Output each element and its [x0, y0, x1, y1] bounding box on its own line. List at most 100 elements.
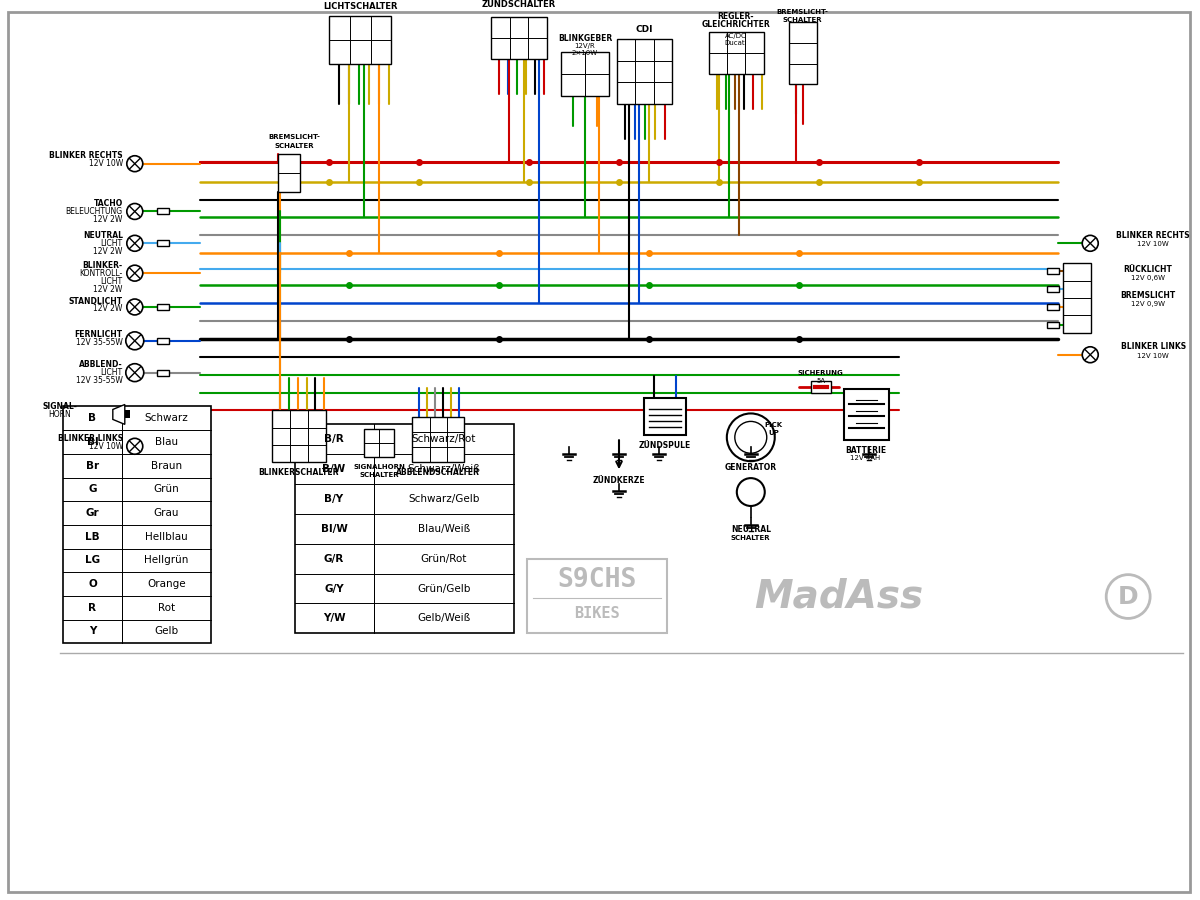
Text: Schwarz: Schwarz — [144, 413, 188, 423]
Text: Bl: Bl — [86, 437, 98, 447]
Text: G/Y: G/Y — [324, 583, 344, 594]
Bar — [1048, 304, 1060, 310]
Text: BATTERIE: BATTERIE — [845, 446, 886, 454]
Text: Grün/Gelb: Grün/Gelb — [418, 583, 470, 594]
Text: BLINKERSCHALTER: BLINKERSCHALTER — [258, 468, 338, 477]
Text: BLINKER RECHTS: BLINKER RECHTS — [1116, 230, 1190, 239]
Text: BIKES: BIKES — [575, 606, 620, 621]
Text: ZÜNDKERZE: ZÜNDKERZE — [593, 475, 646, 484]
Text: Blau: Blau — [155, 437, 178, 447]
Text: ZÜNDSCHALTER: ZÜNDSCHALTER — [482, 0, 557, 9]
Text: BLINKER RECHTS: BLINKER RECHTS — [49, 151, 122, 160]
Text: ABBLENDSCHALTER: ABBLENDSCHALTER — [396, 468, 480, 477]
Bar — [709, 32, 763, 74]
Bar — [330, 16, 391, 64]
Bar — [157, 209, 169, 214]
Text: 12V 2W: 12V 2W — [94, 304, 122, 313]
Text: Hellblau: Hellblau — [145, 532, 187, 542]
Bar — [1048, 322, 1060, 328]
Bar — [294, 425, 514, 634]
Text: G/R: G/R — [324, 554, 344, 563]
Text: ZÜNDSPULE: ZÜNDSPULE — [638, 441, 691, 450]
Text: NEUTRAL: NEUTRAL — [731, 526, 770, 535]
Text: B/W: B/W — [323, 464, 346, 474]
Text: 12V 10W: 12V 10W — [89, 159, 122, 168]
Text: 12V 10W: 12V 10W — [89, 442, 122, 451]
Text: B/Y: B/Y — [324, 494, 343, 504]
Text: G: G — [89, 484, 97, 494]
Text: BREMSLICHT: BREMSLICHT — [1121, 291, 1176, 300]
Text: B/R: B/R — [324, 435, 344, 445]
Text: D: D — [1118, 584, 1139, 608]
Bar — [277, 154, 300, 192]
Bar — [157, 304, 169, 310]
Text: Y: Y — [89, 626, 96, 636]
Text: BLINKER-: BLINKER- — [83, 261, 122, 270]
Text: FERNLICHT: FERNLICHT — [74, 330, 122, 339]
Bar — [644, 398, 686, 436]
Text: S9CHS: S9CHS — [557, 567, 637, 592]
Text: SCHALTER: SCHALTER — [782, 17, 822, 23]
Text: SIGNAL-: SIGNAL- — [42, 402, 77, 411]
Bar — [527, 559, 667, 634]
Text: KONTROLL-: KONTROLL- — [79, 268, 122, 277]
Text: ABBLEND-: ABBLEND- — [79, 360, 122, 369]
Text: STANDLICHT: STANDLICHT — [68, 296, 122, 305]
Text: AC/DC: AC/DC — [725, 33, 746, 40]
Text: CDI: CDI — [635, 25, 653, 34]
Text: 12V 10W: 12V 10W — [1138, 353, 1169, 359]
Text: SICHERUNG: SICHERUNG — [798, 370, 844, 375]
Text: Grau: Grau — [154, 508, 179, 518]
Text: Bl/W: Bl/W — [320, 524, 348, 534]
Text: Gr: Gr — [85, 508, 100, 518]
Text: 12V 35-55W: 12V 35-55W — [76, 338, 122, 347]
Text: Schwarz/Rot: Schwarz/Rot — [412, 435, 476, 445]
Text: LICHT: LICHT — [101, 238, 122, 248]
Bar — [844, 389, 888, 440]
Bar — [562, 52, 610, 96]
Text: 12V 10W: 12V 10W — [1138, 241, 1169, 248]
Bar — [617, 40, 672, 104]
Bar — [788, 22, 817, 84]
Text: Schwarz/Gelb: Schwarz/Gelb — [408, 494, 480, 504]
Text: REGLER-: REGLER- — [718, 12, 754, 21]
Bar — [1048, 286, 1060, 292]
Text: SIGNALHORN: SIGNALHORN — [354, 464, 406, 470]
Text: 12V/R: 12V/R — [575, 43, 595, 50]
Text: LB: LB — [85, 532, 100, 542]
Text: BLINKER LINKS: BLINKER LINKS — [1121, 342, 1186, 351]
Text: Grün: Grün — [154, 484, 179, 494]
Text: 2×10W: 2×10W — [572, 50, 598, 57]
Text: Braun: Braun — [151, 461, 182, 471]
Text: 12V 2W: 12V 2W — [94, 247, 122, 256]
Bar — [157, 338, 169, 344]
Text: LICHT: LICHT — [101, 368, 122, 377]
Text: Br: Br — [86, 461, 100, 471]
Text: LG: LG — [85, 555, 100, 565]
Text: Gelb/Weiß: Gelb/Weiß — [418, 614, 470, 624]
Bar — [271, 410, 326, 463]
Bar — [365, 429, 395, 457]
Text: 12V 0,9W: 12V 0,9W — [1132, 301, 1165, 307]
Text: 12V 4AH: 12V 4AH — [851, 455, 881, 461]
Bar — [62, 407, 211, 644]
Text: UP: UP — [768, 430, 779, 436]
Text: SCHALTER: SCHALTER — [360, 472, 400, 478]
Text: Ducati: Ducati — [725, 40, 748, 46]
Text: BREMSLICHT-: BREMSLICHT- — [269, 134, 320, 140]
Text: MadAss: MadAss — [754, 578, 923, 616]
Text: Schwarz/Weiß: Schwarz/Weiß — [408, 464, 480, 474]
Text: O: O — [88, 579, 97, 590]
Bar — [491, 17, 547, 59]
Text: PICK: PICK — [764, 422, 782, 428]
Polygon shape — [113, 404, 125, 425]
Bar — [125, 410, 130, 419]
Bar — [1063, 263, 1091, 333]
Text: Grün/Rot: Grün/Rot — [421, 554, 467, 563]
Text: Hellgrün: Hellgrün — [144, 555, 188, 565]
Text: GLEICHRICHTER: GLEICHRICHTER — [702, 20, 770, 29]
Text: HORN: HORN — [48, 410, 71, 418]
Text: RÜCKLICHT: RÜCKLICHT — [1123, 265, 1172, 274]
Text: BLINKER LINKS: BLINKER LINKS — [58, 434, 122, 443]
Text: Orange: Orange — [148, 579, 186, 590]
